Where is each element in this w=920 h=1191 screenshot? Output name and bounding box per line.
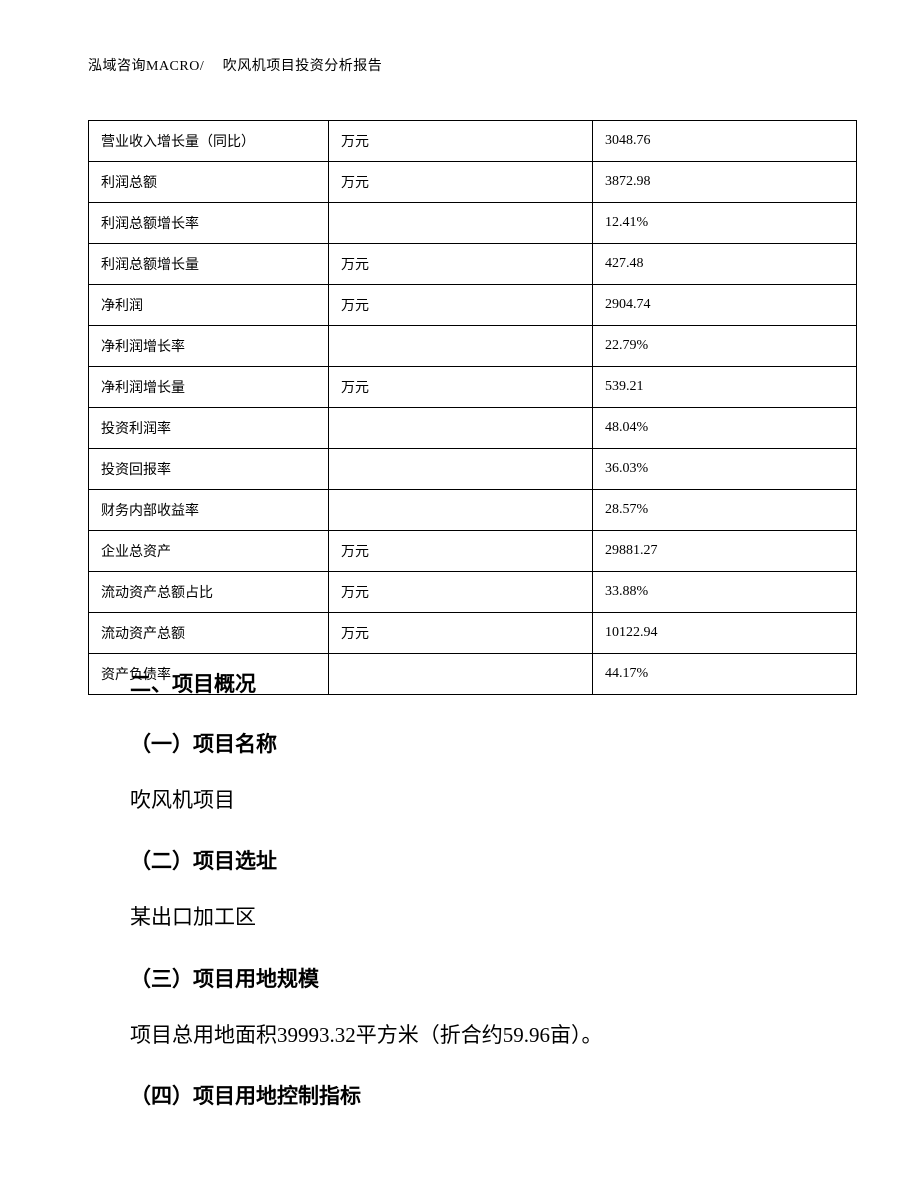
table-row: 净利润增长率 22.79% [89,326,857,367]
row-value: 3872.98 [593,162,857,203]
financial-table: 营业收入增长量（同比） 万元 3048.76 利润总额 万元 3872.98 利… [88,120,857,695]
table-row: 投资回报率 36.03% [89,449,857,490]
table-row: 企业总资产 万元 29881.27 [89,531,857,572]
subsection-title-2: （二）项目选址 [130,845,810,875]
body-text-2: 某出口加工区 [130,903,810,932]
subsection-title-3: （三）项目用地规模 [130,963,810,993]
row-label: 财务内部收益率 [89,490,329,531]
document-content: 二、项目概况 （一）项目名称 吹风机项目 （二）项目选址 某出口加工区 （三）项… [130,668,810,1138]
row-value: 2904.74 [593,285,857,326]
body-text-1: 吹风机项目 [130,786,810,815]
row-label: 流动资产总额占比 [89,572,329,613]
row-unit: 万元 [329,572,593,613]
row-unit [329,326,593,367]
row-unit [329,408,593,449]
row-label: 企业总资产 [89,531,329,572]
row-value: 28.57% [593,490,857,531]
row-value: 48.04% [593,408,857,449]
financial-table-container: 营业收入增长量（同比） 万元 3048.76 利润总额 万元 3872.98 利… [88,120,856,695]
row-unit: 万元 [329,367,593,408]
row-unit: 万元 [329,244,593,285]
row-label: 流动资产总额 [89,613,329,654]
page-header: 泓域咨询MACRO/ 吹风机项目投资分析报告 [88,55,382,75]
row-value: 36.03% [593,449,857,490]
table-row: 流动资产总额 万元 10122.94 [89,613,857,654]
subsection-title-1: （一）项目名称 [130,728,810,758]
row-value: 3048.76 [593,121,857,162]
table-row: 营业收入增长量（同比） 万元 3048.76 [89,121,857,162]
table-row: 财务内部收益率 28.57% [89,490,857,531]
row-label: 利润总额增长量 [89,244,329,285]
row-value: 22.79% [593,326,857,367]
table-row: 利润总额 万元 3872.98 [89,162,857,203]
table-row: 利润总额增长量 万元 427.48 [89,244,857,285]
row-unit [329,449,593,490]
table-row: 利润总额增长率 12.41% [89,203,857,244]
row-value: 539.21 [593,367,857,408]
row-label: 利润总额 [89,162,329,203]
row-unit: 万元 [329,531,593,572]
table-row: 净利润 万元 2904.74 [89,285,857,326]
row-unit: 万元 [329,613,593,654]
row-unit: 万元 [329,285,593,326]
table-row: 投资利润率 48.04% [89,408,857,449]
row-unit: 万元 [329,121,593,162]
body-text-3: 项目总用地面积39993.32平方米（折合约59.96亩）。 [130,1021,810,1050]
row-value: 427.48 [593,244,857,285]
row-label: 投资回报率 [89,449,329,490]
row-unit: 万元 [329,162,593,203]
row-label: 营业收入增长量（同比） [89,121,329,162]
table-row: 净利润增长量 万元 539.21 [89,367,857,408]
row-value: 29881.27 [593,531,857,572]
section-title: 二、项目概况 [130,668,810,698]
table-row: 流动资产总额占比 万元 33.88% [89,572,857,613]
row-label: 净利润 [89,285,329,326]
row-label: 净利润增长量 [89,367,329,408]
row-unit [329,203,593,244]
row-value: 12.41% [593,203,857,244]
row-label: 净利润增长率 [89,326,329,367]
subsection-title-4: （四）项目用地控制指标 [130,1080,810,1110]
row-unit [329,490,593,531]
row-label: 投资利润率 [89,408,329,449]
row-value: 33.88% [593,572,857,613]
row-value: 10122.94 [593,613,857,654]
row-label: 利润总额增长率 [89,203,329,244]
table-body: 营业收入增长量（同比） 万元 3048.76 利润总额 万元 3872.98 利… [89,121,857,695]
